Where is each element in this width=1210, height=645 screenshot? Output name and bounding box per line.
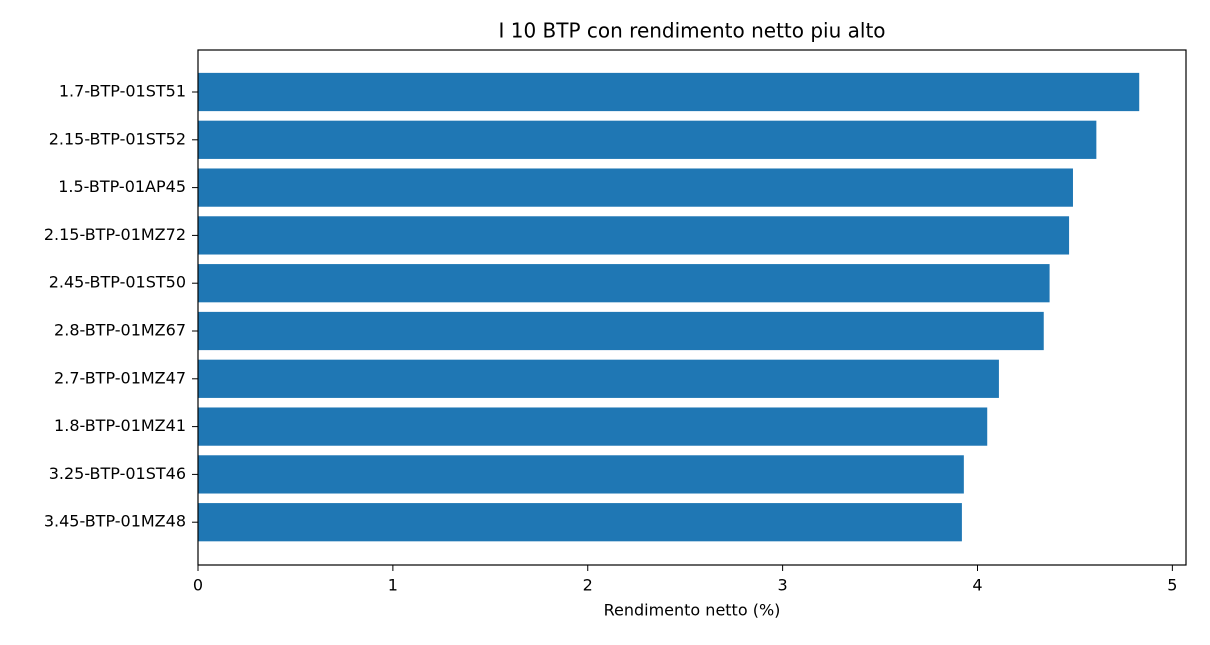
y-tick-label: 2.45-BTP-01ST50 bbox=[49, 273, 186, 292]
bar bbox=[198, 264, 1050, 303]
x-tick-label: 4 bbox=[972, 576, 982, 595]
bar bbox=[198, 120, 1097, 159]
x-tick-label: 5 bbox=[1167, 576, 1177, 595]
plot-frame bbox=[197, 49, 1187, 566]
x-tick-label: 1 bbox=[388, 576, 398, 595]
bar bbox=[198, 455, 964, 494]
x-tick-label: 2 bbox=[583, 576, 593, 595]
x-axis-label: Rendimento netto (%) bbox=[604, 601, 781, 620]
y-tick-label: 2.7-BTP-01MZ47 bbox=[54, 368, 186, 387]
x-tick-label: 0 bbox=[193, 576, 203, 595]
y-tick-label: 1.7-BTP-01ST51 bbox=[59, 82, 186, 101]
y-tick-label: 2.8-BTP-01MZ67 bbox=[54, 321, 186, 340]
y-tick-label: 3.45-BTP-01MZ48 bbox=[44, 512, 186, 531]
bar bbox=[198, 168, 1073, 207]
bar bbox=[198, 216, 1070, 255]
bar bbox=[198, 359, 999, 398]
chart-title: I 10 BTP con rendimento netto piu alto bbox=[498, 19, 885, 43]
y-tick-label: 1.5-BTP-01AP45 bbox=[58, 177, 186, 196]
bar bbox=[198, 72, 1140, 112]
x-tick-label: 3 bbox=[778, 576, 788, 595]
bar bbox=[198, 503, 962, 542]
bar bbox=[198, 311, 1044, 351]
y-tick-label: 2.15-BTP-01MZ72 bbox=[44, 225, 186, 244]
bar bbox=[198, 407, 988, 446]
y-tick-label: 3.25-BTP-01ST46 bbox=[49, 464, 186, 483]
y-tick-label: 1.8-BTP-01MZ41 bbox=[54, 416, 186, 435]
y-tick-label: 2.15-BTP-01ST52 bbox=[49, 129, 186, 148]
